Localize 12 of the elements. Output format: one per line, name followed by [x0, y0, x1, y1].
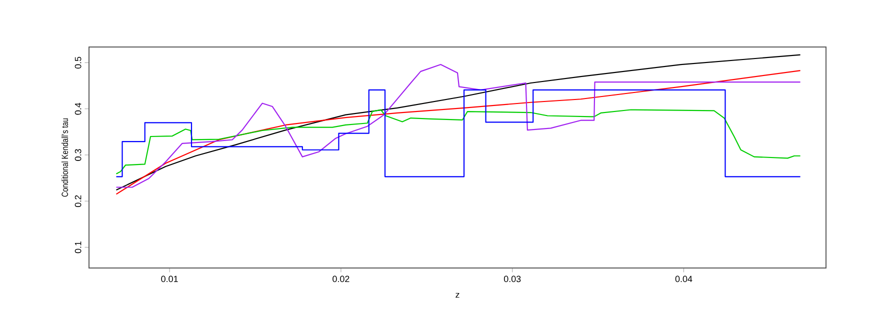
x-tick-label: 0.04 — [675, 276, 692, 282]
x-tick-label: 0.03 — [504, 276, 521, 282]
line-series — [116, 109, 801, 174]
y-tick-label: 0.1 — [74, 241, 82, 254]
y-tick-label: 0.2 — [74, 195, 82, 207]
y-tick-label: 0.5 — [74, 56, 82, 69]
y-tick-label: 0.3 — [74, 149, 82, 161]
x-tick-label: 0.01 — [161, 276, 178, 282]
y-tick-label: 0.4 — [74, 102, 82, 115]
y-axis-title: Conditional Kendall's tau — [61, 118, 68, 197]
x-tick-label: 0.02 — [332, 276, 350, 282]
x-axis-title: z — [456, 292, 460, 298]
